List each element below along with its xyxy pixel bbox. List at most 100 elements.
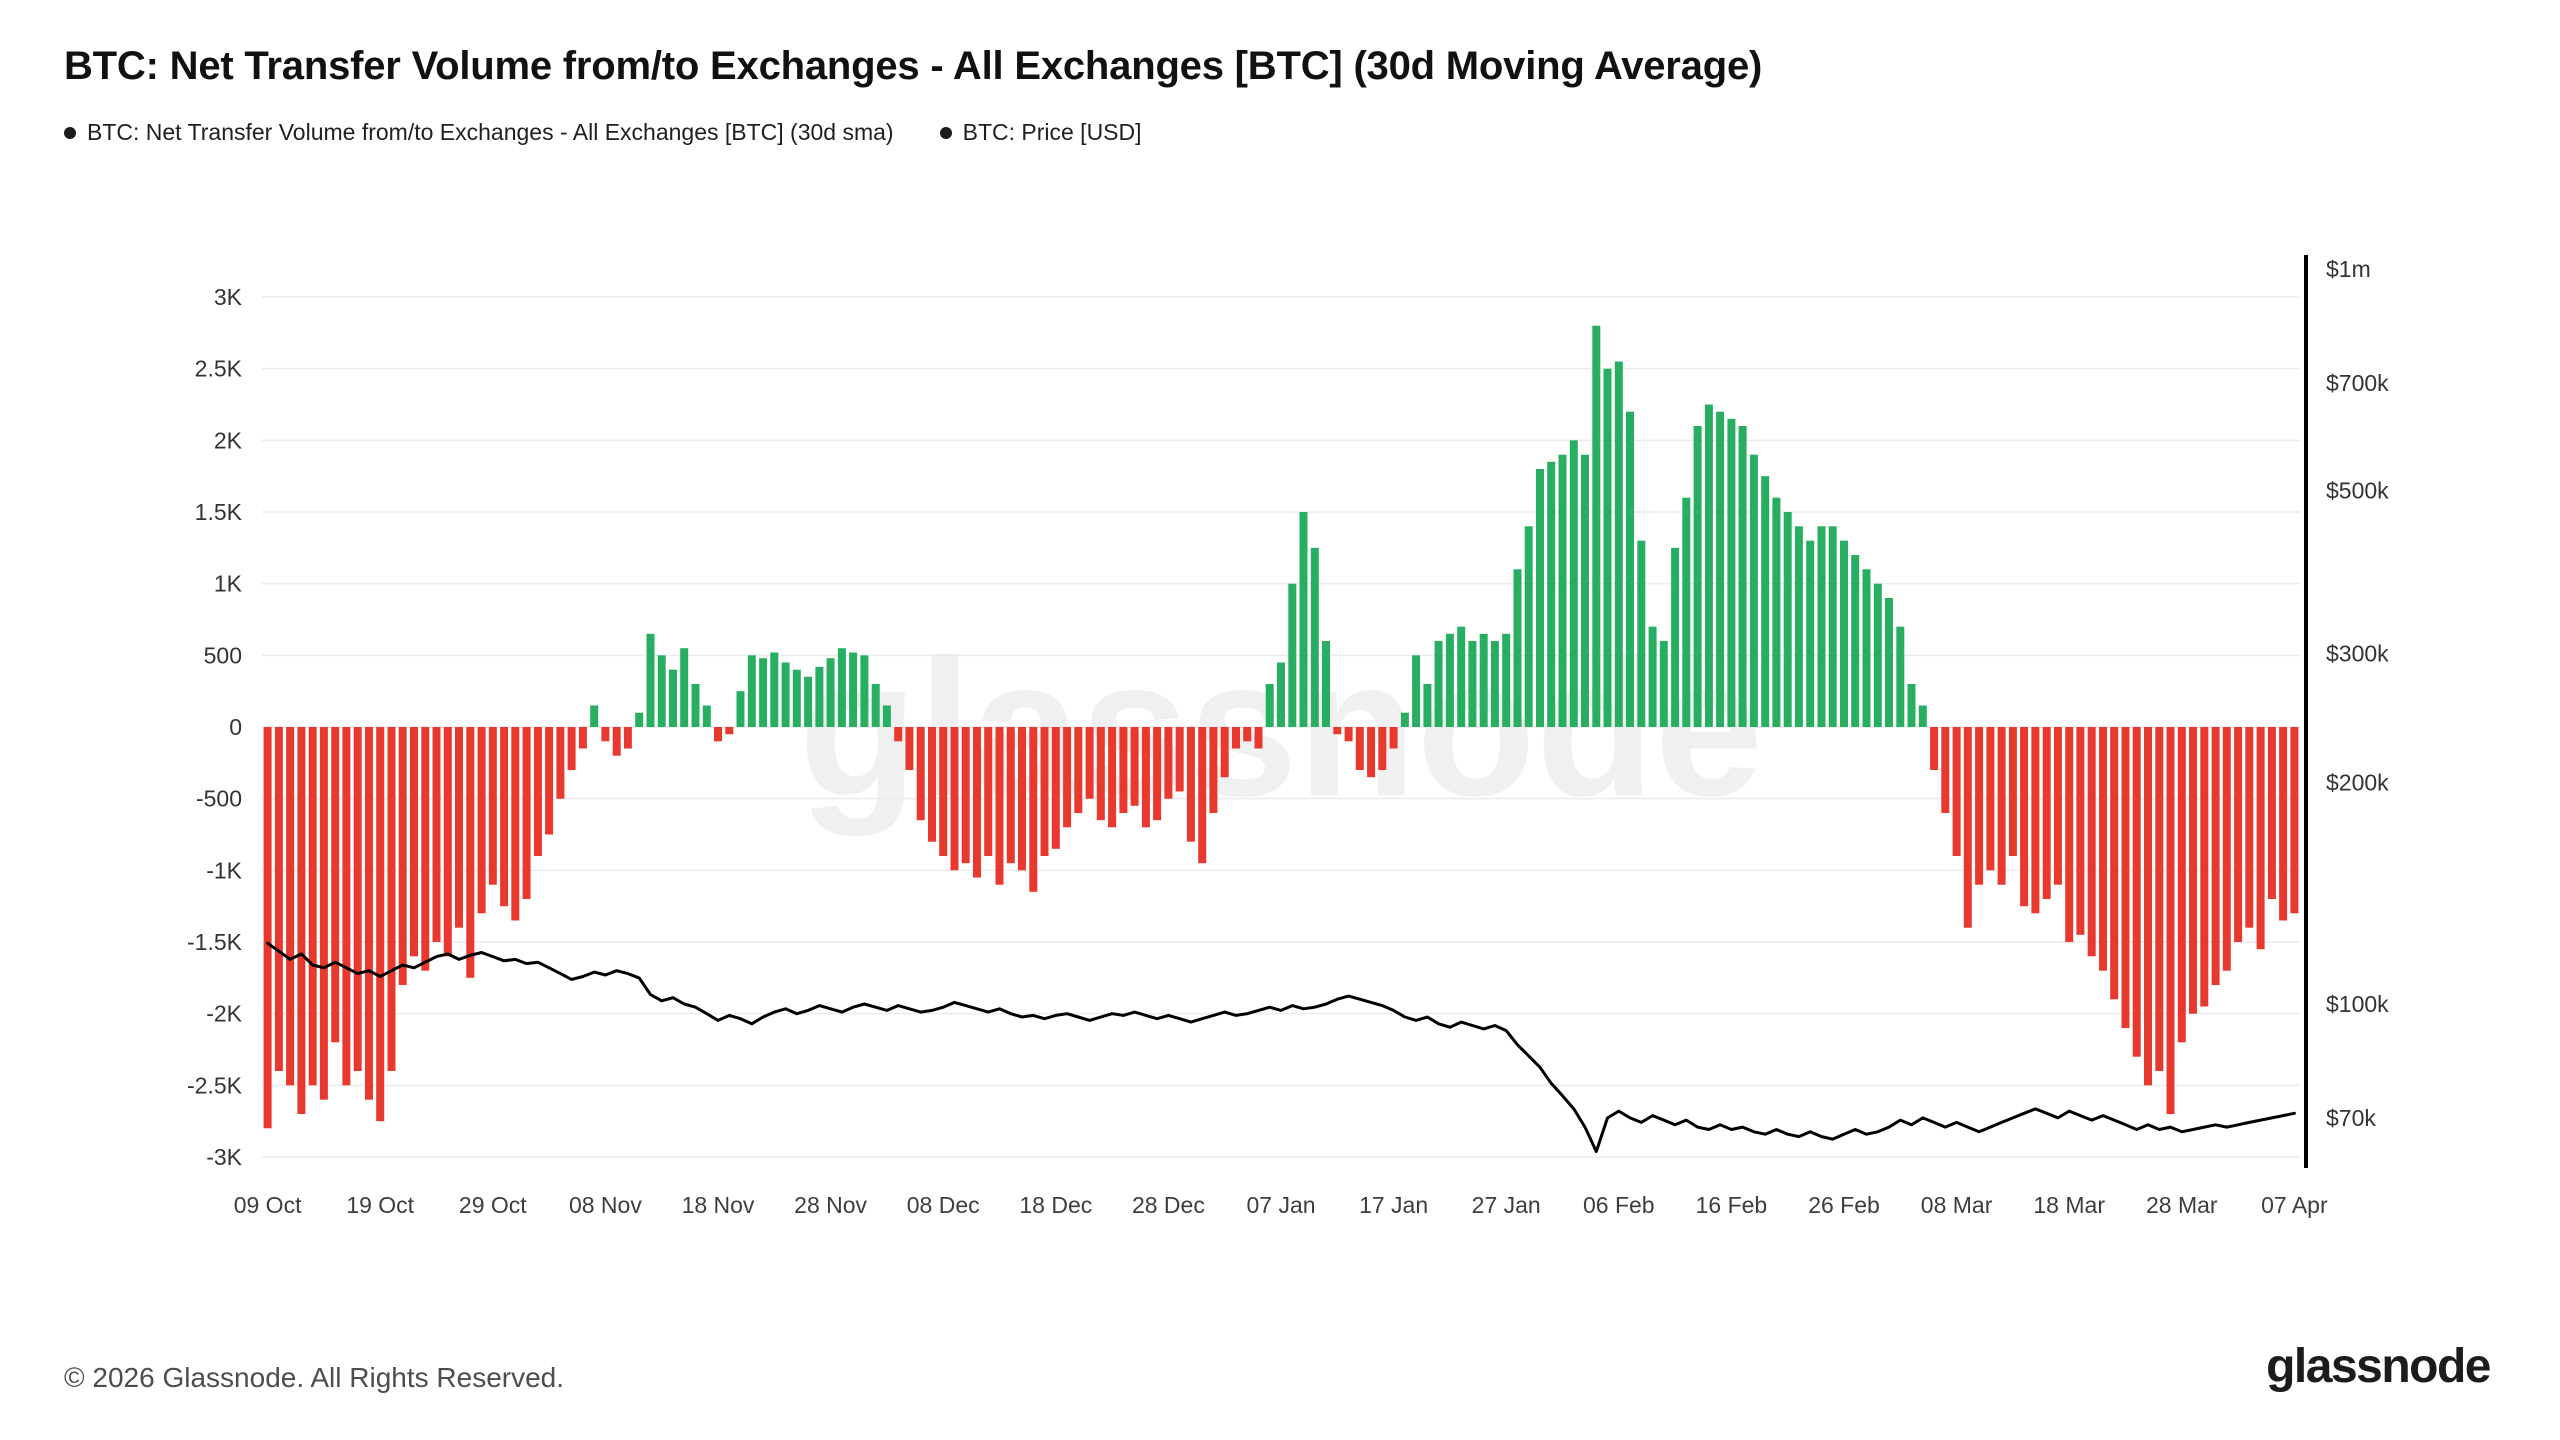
volume-bar[interactable] bbox=[1299, 512, 1308, 727]
volume-bar[interactable] bbox=[2189, 727, 2197, 1014]
volume-bar[interactable] bbox=[1130, 727, 1139, 806]
volume-bar[interactable] bbox=[353, 727, 362, 1071]
volume-bar[interactable] bbox=[466, 727, 475, 978]
volume-bar[interactable] bbox=[1862, 569, 1871, 727]
volume-bar[interactable] bbox=[1738, 426, 1747, 727]
volume-bar[interactable] bbox=[567, 727, 576, 770]
volume-bar[interactable] bbox=[1682, 497, 1691, 727]
volume-bar[interactable] bbox=[1457, 626, 1466, 727]
volume-bar[interactable] bbox=[1400, 712, 1409, 727]
volume-bar[interactable] bbox=[1704, 404, 1713, 728]
volume-bar[interactable] bbox=[1614, 361, 1623, 728]
volume-bar[interactable] bbox=[1175, 727, 1184, 792]
volume-bar[interactable] bbox=[882, 705, 891, 728]
volume-bar[interactable] bbox=[826, 658, 835, 727]
volume-bar[interactable] bbox=[871, 684, 880, 727]
volume-bar[interactable] bbox=[2279, 727, 2288, 921]
volume-bar[interactable] bbox=[1141, 727, 1150, 828]
volume-bar[interactable] bbox=[2245, 727, 2254, 928]
volume-bar[interactable] bbox=[2020, 727, 2029, 907]
volume-bar[interactable] bbox=[1817, 526, 1826, 727]
volume-bar[interactable] bbox=[1536, 469, 1544, 727]
volume-bar[interactable] bbox=[1051, 727, 1060, 849]
volume-bar[interactable] bbox=[792, 669, 801, 727]
volume-bar[interactable] bbox=[1265, 684, 1274, 727]
volume-bar[interactable] bbox=[1592, 325, 1601, 727]
volume-bar[interactable] bbox=[2177, 727, 2186, 1043]
volume-bar[interactable] bbox=[1243, 727, 1252, 742]
volume-bar[interactable] bbox=[1772, 497, 1781, 727]
volume-bar[interactable] bbox=[770, 652, 779, 728]
volume-bar[interactable] bbox=[421, 727, 430, 971]
volume-bar[interactable] bbox=[556, 727, 565, 799]
volume-bar[interactable] bbox=[342, 727, 351, 1086]
volume-bar[interactable] bbox=[488, 727, 497, 885]
volume-bar[interactable] bbox=[1997, 727, 2006, 885]
volume-bar[interactable] bbox=[1434, 641, 1443, 727]
volume-bar[interactable] bbox=[1558, 454, 1567, 727]
volume-bar[interactable] bbox=[961, 727, 970, 864]
volume-bar[interactable] bbox=[984, 727, 993, 856]
volume-bar[interactable] bbox=[1930, 727, 1939, 770]
volume-bar[interactable] bbox=[916, 727, 925, 821]
volume-bar[interactable] bbox=[1626, 411, 1634, 727]
volume-bar[interactable] bbox=[1220, 727, 1229, 778]
volume-bar[interactable] bbox=[1232, 727, 1240, 749]
volume-bar[interactable] bbox=[601, 727, 610, 742]
volume-bar[interactable] bbox=[1389, 727, 1398, 749]
volume-bar[interactable] bbox=[1423, 684, 1432, 727]
volume-bar[interactable] bbox=[691, 684, 700, 727]
volume-bar[interactable] bbox=[1254, 727, 1263, 749]
legend-item-price[interactable]: BTC: Price [USD] bbox=[939, 119, 1142, 146]
volume-bar[interactable] bbox=[646, 633, 655, 727]
volume-bar[interactable] bbox=[1355, 727, 1364, 770]
volume-bar[interactable] bbox=[1119, 727, 1128, 813]
volume-bar[interactable] bbox=[1310, 547, 1319, 727]
volume-bar[interactable] bbox=[2211, 727, 2220, 985]
volume-bar[interactable] bbox=[1975, 727, 1984, 885]
volume-bar[interactable] bbox=[1322, 641, 1330, 727]
volume-bar[interactable] bbox=[669, 669, 677, 727]
volume-bar[interactable] bbox=[1445, 633, 1454, 727]
volume-bar[interactable] bbox=[759, 658, 768, 727]
volume-bar[interactable] bbox=[1367, 727, 1376, 778]
volume-bar[interactable] bbox=[995, 727, 1004, 885]
volume-bar[interactable] bbox=[1716, 411, 1725, 727]
volume-bar[interactable] bbox=[1727, 418, 1736, 727]
volume-bar[interactable] bbox=[2290, 727, 2299, 914]
volume-bar[interactable] bbox=[1074, 727, 1083, 813]
volume-bar[interactable] bbox=[2087, 727, 2096, 957]
volume-bar[interactable] bbox=[973, 727, 981, 878]
volume-bar[interactable] bbox=[1918, 705, 1927, 728]
volume-bar[interactable] bbox=[545, 727, 554, 835]
volume-bar[interactable] bbox=[815, 666, 824, 727]
volume-bar[interactable] bbox=[905, 727, 914, 770]
volume-bar[interactable] bbox=[522, 727, 531, 899]
volume-bar[interactable] bbox=[331, 727, 340, 1043]
price-line[interactable] bbox=[266, 941, 2296, 1153]
volume-bar[interactable] bbox=[736, 691, 745, 727]
volume-bar[interactable] bbox=[1659, 641, 1668, 727]
volume-bar[interactable] bbox=[657, 655, 666, 727]
volume-bar[interactable] bbox=[635, 712, 644, 727]
volume-bar[interactable] bbox=[1085, 727, 1094, 799]
volume-bar[interactable] bbox=[308, 727, 317, 1086]
volume-bar[interactable] bbox=[1963, 727, 1972, 928]
volume-bar[interactable] bbox=[387, 727, 396, 1071]
volume-bar[interactable] bbox=[1164, 727, 1173, 799]
volume-bar[interactable] bbox=[398, 727, 407, 985]
volume-bar[interactable] bbox=[939, 727, 948, 856]
volume-bar[interactable] bbox=[274, 727, 283, 1071]
volume-bar[interactable] bbox=[725, 727, 734, 735]
volume-bar[interactable] bbox=[680, 648, 689, 727]
volume-bar[interactable] bbox=[432, 727, 441, 942]
volume-bar[interactable] bbox=[928, 727, 936, 842]
volume-bar[interactable] bbox=[455, 727, 463, 928]
volume-bar[interactable] bbox=[1828, 526, 1837, 727]
volume-bar[interactable] bbox=[2099, 727, 2107, 971]
volume-bar[interactable] bbox=[2042, 727, 2051, 899]
volume-bar[interactable] bbox=[1749, 454, 1758, 727]
volume-bar[interactable] bbox=[714, 727, 722, 742]
volume-bar[interactable] bbox=[702, 705, 711, 728]
volume-bar[interactable] bbox=[1468, 641, 1477, 727]
